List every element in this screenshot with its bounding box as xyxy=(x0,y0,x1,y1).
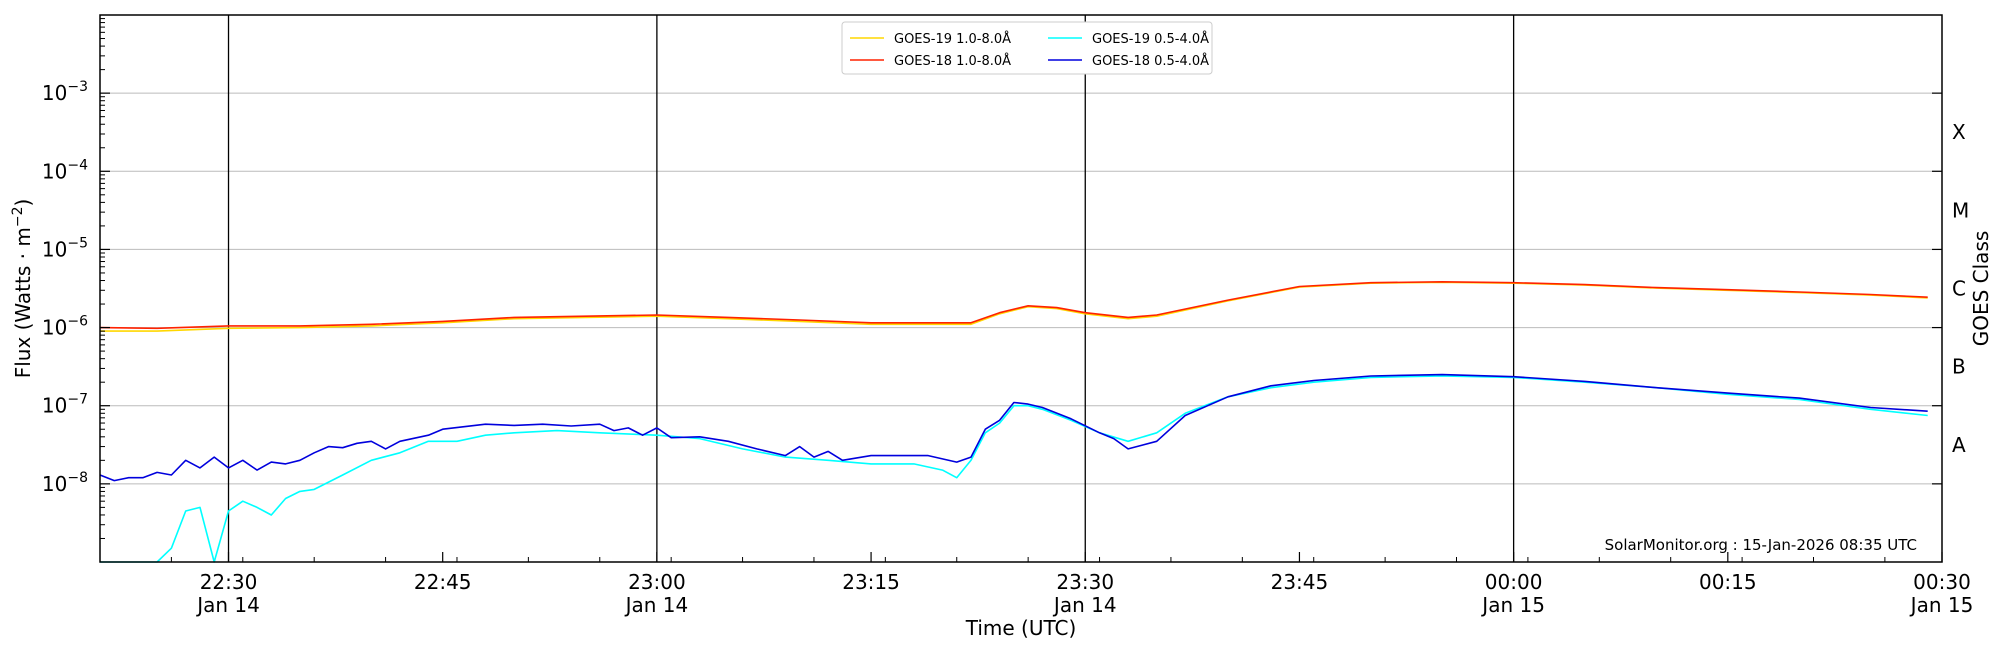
legend: GOES-19 1.0-8.0Å GOES-18 1.0-8.0Å GOES-19 … xyxy=(841,21,1213,75)
watermark-annotation: SolarMonitor.org : 15-Jan-2026 08:35 UTC xyxy=(1605,536,1917,554)
y-tick-label-1: 10−7 xyxy=(42,392,88,418)
legend-box xyxy=(841,21,1213,75)
x-tick-label-8: 00:30 xyxy=(1913,570,1971,594)
x-tick-label-2: 23:00 xyxy=(628,570,686,594)
x-tick-label-6: 00:00 xyxy=(1485,570,1543,594)
y-axis-ticks: 10−8 10−7 10−6 10−5 10−4 10−3 xyxy=(42,18,1942,539)
x-tick-date-8: Jan 15 xyxy=(1909,593,1974,617)
x-tick-date-4: Jan 14 xyxy=(1052,593,1117,617)
y-tick-label-4: 10−4 xyxy=(42,157,88,183)
goes-class-m: M xyxy=(1952,198,1969,222)
goes-class-labels: A B C M X xyxy=(1952,120,1969,457)
y2-axis-label: GOES Class xyxy=(1969,231,1993,347)
series-line-goes-19-0-5-4-0 xyxy=(100,375,1928,563)
x-tick-label-1: 22:45 xyxy=(414,570,472,594)
time-marker-lines xyxy=(227,15,1515,562)
x-tick-label-3: 23:15 xyxy=(842,570,900,594)
x-tick-label-5: 23:45 xyxy=(1271,570,1329,594)
goes-class-b: B xyxy=(1952,355,1966,379)
legend-label-goes-18-1-0-8-0: GOES-18 1.0-8.0Å xyxy=(894,53,1011,69)
x-axis-label: Time (UTC) xyxy=(965,616,1077,640)
legend-label-goes-19-1-0-8-0: GOES-19 1.0-8.0Å xyxy=(894,31,1011,47)
y-tick-label-5: 10−3 xyxy=(42,79,88,105)
grid-lines xyxy=(100,92,1942,485)
plot-area-frame xyxy=(99,14,1943,563)
series-line-goes-18-1-0-8-0 xyxy=(99,281,1928,330)
y-tick-label-2: 10−6 xyxy=(42,314,88,340)
series-line-goes-18-0-5-4-0 xyxy=(99,373,1928,482)
x-tick-label-7: 00:15 xyxy=(1699,570,1757,594)
x-tick-label-4: 23:30 xyxy=(1056,570,1114,594)
x-tick-date-6: Jan 15 xyxy=(1480,593,1545,617)
y-tick-label-3: 10−5 xyxy=(42,235,88,261)
y-axis-label: Flux (Watts · m−2) xyxy=(10,199,35,379)
goes-class-c: C xyxy=(1952,277,1966,301)
y-tick-label-0: 10−8 xyxy=(42,470,88,496)
legend-label-goes-18-0-5-4-0: GOES-18 0.5-4.0Å xyxy=(1092,53,1209,69)
x-tick-date-0: Jan 14 xyxy=(195,593,260,617)
series-lines xyxy=(99,281,1928,563)
goes-class-a: A xyxy=(1952,433,1966,457)
x-tick-label-0: 22:30 xyxy=(200,570,258,594)
x-tick-date-2: Jan 14 xyxy=(624,593,689,617)
goes-class-x: X xyxy=(1952,120,1966,144)
legend-label-goes-19-0-5-4-0: GOES-19 0.5-4.0Å xyxy=(1092,31,1209,47)
